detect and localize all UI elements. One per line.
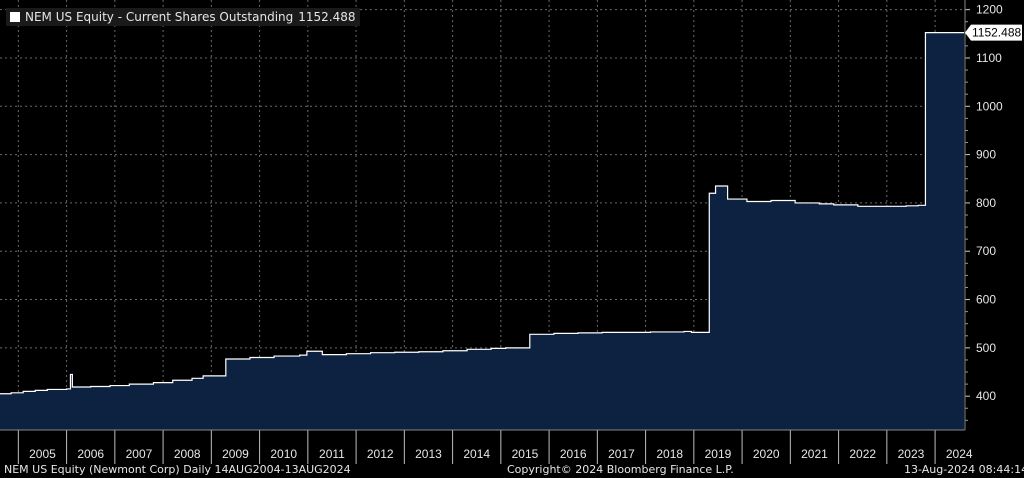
x-tick-label: 2006 [77,447,104,461]
y-tick-label: 600 [976,293,996,307]
y-tick-label: 700 [976,244,996,258]
last-value-label: 1152.488 [972,26,1021,40]
x-axis: 2005 2006 2007 2008 2009 2010 2011 2012 2013 2014… [0,429,973,464]
y-tick-label: 900 [976,148,996,162]
last-value-tag [965,24,1022,41]
x-tick-label: 2016 [560,447,587,461]
x-tick-label: 2017 [608,447,635,461]
x-tick-label: 2015 [512,447,539,461]
x-tick-label: 2011 [319,447,345,461]
x-tick-label: 2018 [656,447,683,461]
footer-security-info: NEM US Equity (Newmont Corp) Daily 14AUG… [4,463,351,476]
x-tick-label: 2005 [29,447,56,461]
x-tick-label: 2023 [898,447,925,461]
y-axis: 400 500 600 700 800 900 1000 1100 1200 [964,0,1003,430]
x-tick-label: 2009 [222,447,249,461]
y-tick-label: 400 [976,389,996,403]
last-value-marker: 1152.488 [965,24,1022,41]
x-tick-label: 2020 [753,447,780,461]
y-tick-label: 1200 [976,3,1003,17]
y-tick-label: 1000 [976,99,1003,113]
x-tick-label: 2021 [801,447,828,461]
footer-timestamp: 13-Aug-2024 08:44:14 [904,463,1024,476]
x-tick-label: 2022 [849,447,876,461]
x-tick-label: 2007 [126,447,153,461]
x-tick-label: 2014 [463,447,490,461]
chart-footer: NEM US Equity (Newmont Corp) Daily 14AUG… [0,460,1024,478]
x-tick-label: 2012 [367,447,394,461]
series-area-fill [0,32,965,430]
chart-legend: NEM US Equity - Current Shares Outstandi… [6,8,360,26]
series-line [0,32,965,395]
x-tick-label: 2019 [705,447,732,461]
plot-area [0,32,965,430]
footer-copyright: Copyright© 2024 Bloomberg Finance L.P. [507,463,734,476]
legend-series-name: NEM US Equity - Current Shares Outstandi… [25,10,294,24]
x-tick-label: 2008 [174,447,201,461]
y-tick-label: 1100 [976,51,1002,65]
x-tick-label: 2013 [415,447,442,461]
y-tick-label: 800 [976,196,996,210]
legend-value: 1152.488 [298,10,356,24]
x-tick-label: 2024 [946,447,973,461]
y-tick-label: 500 [976,341,996,355]
x-tick-label: 2010 [270,447,297,461]
legend-swatch [10,12,20,22]
